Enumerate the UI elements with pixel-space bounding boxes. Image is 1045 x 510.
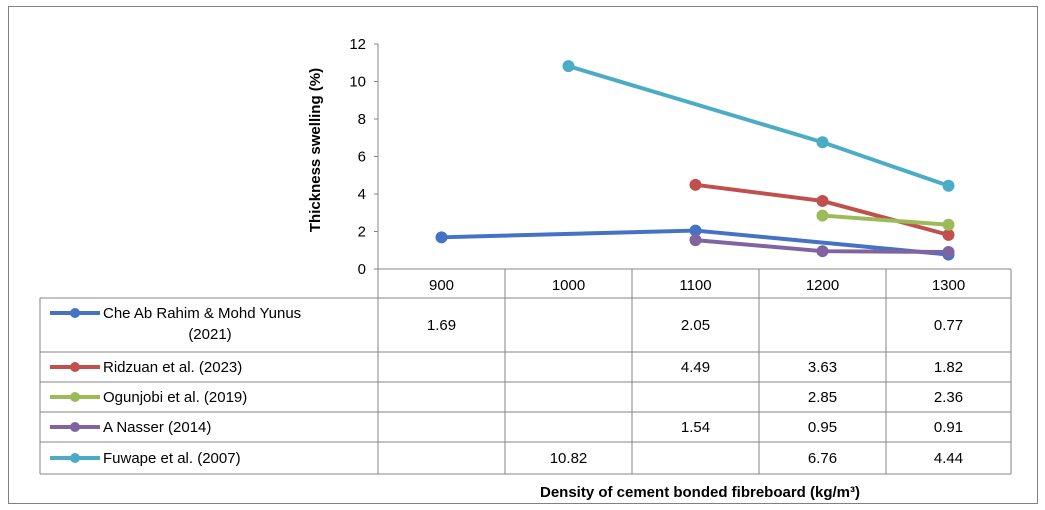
x-category-label: 1200 [806, 277, 839, 294]
data-table-value: 0.95 [808, 419, 837, 436]
legend-key-marker [70, 362, 80, 372]
data-table-value: 4.49 [681, 359, 710, 376]
data-point [562, 60, 575, 73]
data-table-value: 2.05 [681, 317, 710, 334]
data-point [942, 179, 955, 192]
legend-label: Che Ab Rahim & Mohd Yunus [103, 305, 301, 322]
x-axis-title: Density of cement bonded fibreboard (kg/… [540, 484, 860, 501]
legend-label: A Nasser (2014) [103, 419, 211, 436]
legend-label: Fuwape et al. (2007) [103, 450, 241, 467]
chart-frame [8, 6, 1038, 504]
y-tick-label: 12 [349, 36, 366, 53]
y-tick-label: 0 [358, 261, 366, 278]
data-point [942, 245, 955, 258]
x-category-label: 900 [429, 277, 454, 294]
x-category-label: 1100 [679, 277, 711, 294]
data-point [816, 209, 829, 222]
data-table-value: 0.77 [934, 317, 963, 334]
data-table-value: 1.82 [934, 359, 963, 376]
data-table-value: 2.36 [934, 389, 963, 406]
legend-key-marker [70, 392, 80, 402]
legend-key-marker [70, 422, 80, 432]
legend-key-marker [70, 453, 80, 463]
y-tick-label: 4 [358, 186, 366, 203]
data-table-value: 1.69 [427, 317, 456, 334]
x-category-label: 1000 [552, 277, 585, 294]
x-category-label: 1300 [932, 277, 965, 294]
legend-label: Ogunjobi et al. (2019) [103, 389, 247, 406]
data-table-value: 1.54 [681, 419, 710, 436]
data-point [816, 136, 829, 149]
data-point [689, 178, 702, 191]
data-point [689, 234, 702, 247]
data-point [942, 228, 955, 241]
data-table-value: 10.82 [550, 450, 588, 467]
data-point [816, 194, 829, 207]
y-tick-label: 8 [358, 111, 366, 128]
data-table-value: 6.76 [808, 450, 837, 467]
series-line [566, 64, 951, 188]
data-table-value: 4.44 [934, 450, 963, 467]
y-tick-label: 6 [358, 149, 366, 166]
data-table-value: 2.85 [808, 389, 837, 406]
data-point [942, 218, 955, 231]
y-axis-title: Thickness swelling (%) [307, 68, 324, 232]
data-table-value: 3.63 [808, 359, 837, 376]
legend-label: Ridzuan et al. (2023) [103, 359, 242, 376]
data-point [689, 224, 702, 237]
y-tick-label: 10 [349, 74, 366, 91]
data-point [816, 245, 829, 258]
legend-key-marker [70, 308, 80, 318]
data-point [435, 231, 448, 244]
data-table-value: 0.91 [934, 419, 963, 436]
series-line [820, 213, 951, 227]
legend-label: (2021) [188, 326, 231, 343]
y-tick-label: 2 [358, 224, 366, 241]
